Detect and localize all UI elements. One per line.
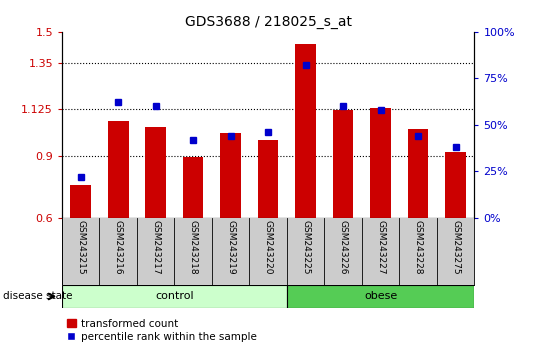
Bar xyxy=(370,108,391,218)
Bar xyxy=(258,140,279,218)
Text: GSM243227: GSM243227 xyxy=(376,220,385,274)
Bar xyxy=(183,157,204,218)
Bar xyxy=(220,133,241,218)
Bar xyxy=(62,285,287,308)
Text: GSM243228: GSM243228 xyxy=(413,220,423,274)
Bar xyxy=(287,285,474,308)
Bar xyxy=(295,44,316,218)
Text: GSM243226: GSM243226 xyxy=(338,220,348,274)
Text: GSM243219: GSM243219 xyxy=(226,220,235,274)
Text: GSM243217: GSM243217 xyxy=(151,220,160,274)
Bar xyxy=(146,127,166,218)
Text: disease state: disease state xyxy=(3,291,72,302)
Text: obese: obese xyxy=(364,291,397,302)
Text: GSM243220: GSM243220 xyxy=(264,220,273,274)
Text: GSM243215: GSM243215 xyxy=(76,220,85,274)
Title: GDS3688 / 218025_s_at: GDS3688 / 218025_s_at xyxy=(185,16,351,29)
Bar xyxy=(333,110,354,218)
Bar xyxy=(108,121,128,218)
Bar xyxy=(408,129,429,218)
Text: GSM243225: GSM243225 xyxy=(301,220,310,274)
Bar xyxy=(445,152,466,218)
Text: control: control xyxy=(155,291,194,302)
Text: GSM243218: GSM243218 xyxy=(189,220,198,274)
Text: GSM243216: GSM243216 xyxy=(114,220,123,274)
Bar xyxy=(71,185,91,218)
Text: GSM243275: GSM243275 xyxy=(451,220,460,274)
Legend: transformed count, percentile rank within the sample: transformed count, percentile rank withi… xyxy=(67,319,257,342)
